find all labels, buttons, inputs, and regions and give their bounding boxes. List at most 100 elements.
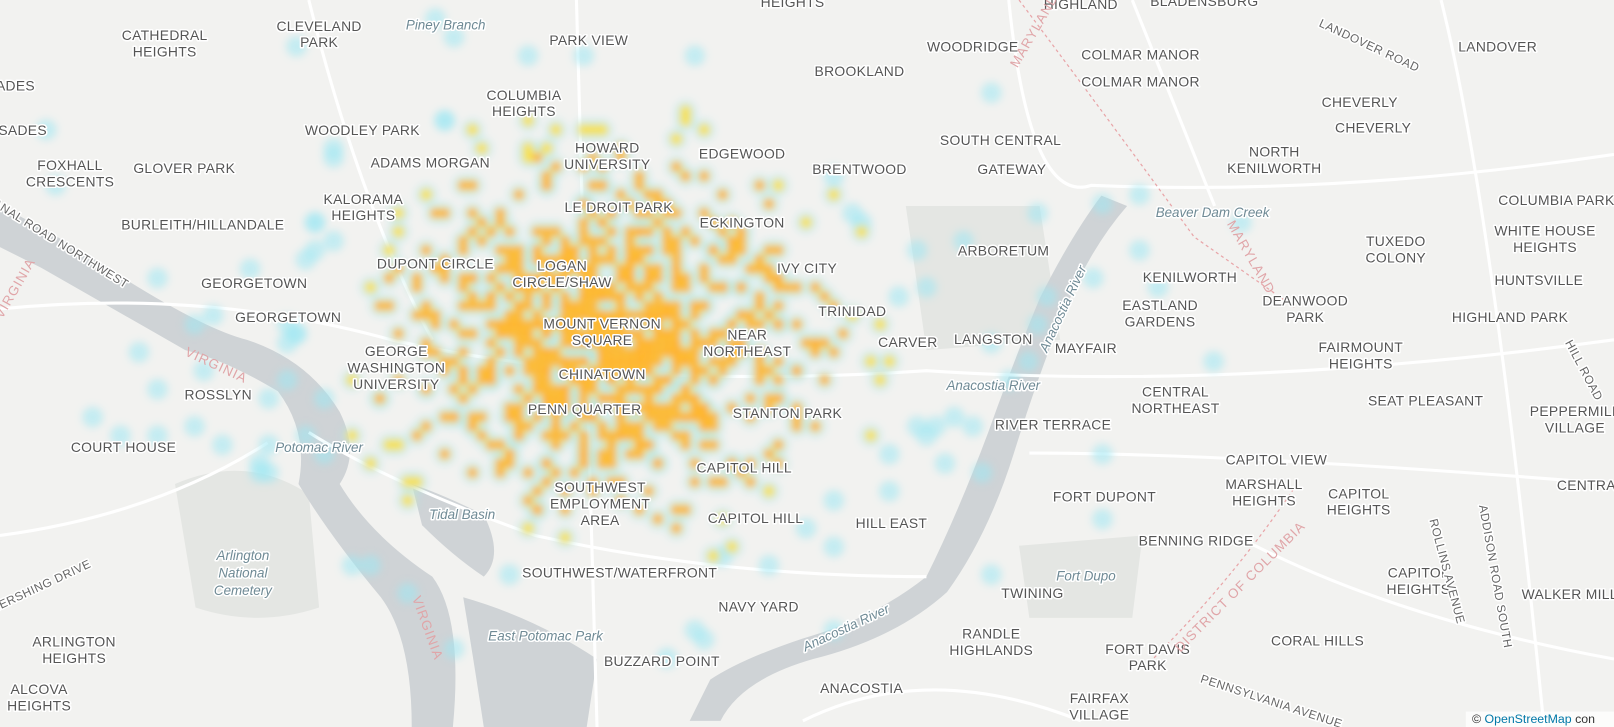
heat-hot bbox=[515, 404, 522, 411]
label-line: NEAR bbox=[727, 326, 767, 342]
heat-hot bbox=[423, 247, 430, 254]
heat-hot bbox=[534, 256, 541, 263]
heat-warm bbox=[864, 355, 877, 368]
heat-hot bbox=[654, 339, 661, 346]
heat-hot bbox=[608, 312, 615, 319]
label-line: PARK bbox=[300, 34, 338, 50]
label: SOUTHWEST EMPLOYMENT AREA bbox=[550, 479, 650, 528]
heat-hot bbox=[543, 172, 550, 180]
heat-hot bbox=[691, 478, 698, 486]
heat-hot bbox=[645, 191, 652, 198]
heat-hot bbox=[543, 386, 550, 393]
heat-hot bbox=[608, 228, 615, 235]
heat-hot bbox=[571, 358, 578, 365]
label-line: ARLINGTON bbox=[32, 633, 115, 649]
heat-hot bbox=[589, 386, 596, 393]
label-line: NORTHEAST bbox=[703, 343, 791, 359]
heat-hot bbox=[441, 358, 448, 365]
heat-warm bbox=[549, 123, 563, 136]
label-line: EASTLAND bbox=[1122, 297, 1198, 313]
heat-hot bbox=[673, 404, 680, 411]
heat-warm bbox=[382, 438, 396, 452]
heat-warm bbox=[670, 132, 683, 146]
heat-hot bbox=[534, 312, 541, 319]
heat-hot bbox=[682, 284, 689, 291]
heat-hot bbox=[673, 358, 680, 365]
water-label: Anacostia River bbox=[945, 378, 1040, 393]
heat-hot bbox=[562, 312, 569, 319]
heat-hot bbox=[469, 274, 476, 282]
heat-hot bbox=[580, 451, 587, 458]
heat-hot bbox=[589, 274, 596, 282]
heat-hot bbox=[617, 191, 624, 198]
heat-hot bbox=[812, 339, 819, 346]
heat-halo bbox=[934, 453, 956, 474]
heat-hot bbox=[617, 321, 624, 328]
heat-hot bbox=[802, 339, 810, 346]
heat-hot bbox=[599, 284, 606, 291]
label-line: HIGHLAND PARK bbox=[1452, 309, 1569, 325]
heat-hot bbox=[543, 478, 550, 486]
label-line: HEIGHTS bbox=[331, 207, 395, 223]
heatmap bbox=[36, 8, 1252, 669]
label: DEANWOOD PARK bbox=[1262, 292, 1348, 324]
heat-hot bbox=[682, 274, 689, 282]
label: CAPITOL VIEW bbox=[1226, 451, 1328, 467]
heat-hot bbox=[636, 432, 643, 439]
heat-hot bbox=[423, 312, 430, 319]
label: TRINIDAD bbox=[818, 303, 886, 319]
heat-hot bbox=[691, 376, 698, 384]
label: GEORGE WASHINGTON UNIVERSITY bbox=[347, 343, 445, 392]
label: MAYFAIR bbox=[1055, 340, 1117, 356]
heat-halo bbox=[1129, 184, 1150, 205]
heat-hot bbox=[599, 219, 606, 226]
heat-hot bbox=[645, 441, 652, 448]
heat-hot bbox=[691, 358, 698, 365]
attribution-link[interactable]: OpenStreetMap bbox=[1484, 712, 1571, 726]
heat-hot bbox=[617, 478, 624, 486]
heat-hot bbox=[756, 293, 763, 300]
heat-hot bbox=[636, 451, 643, 458]
heat-hot bbox=[691, 302, 698, 309]
heat-hot bbox=[691, 413, 698, 421]
heat-hot bbox=[589, 284, 596, 291]
heat-hot bbox=[506, 247, 513, 254]
heat-hot bbox=[534, 376, 541, 384]
heat-halo bbox=[82, 406, 103, 428]
label-line: STANTON PARK bbox=[733, 405, 843, 421]
label-line: FAIRFAX bbox=[1070, 690, 1129, 706]
heat-hot bbox=[497, 247, 504, 254]
heat-hot bbox=[515, 256, 522, 263]
heat-hot bbox=[691, 367, 698, 374]
label-line: ECKINGTON bbox=[700, 214, 785, 230]
heat-hot bbox=[423, 339, 430, 346]
label: CHEVERLY bbox=[1335, 119, 1411, 135]
heat-hot bbox=[626, 386, 634, 393]
heat-hot bbox=[673, 256, 680, 263]
heat-hot bbox=[608, 432, 615, 439]
label-line: HEIGHTS bbox=[761, 0, 825, 10]
heat-hot bbox=[441, 413, 448, 421]
heat-hot bbox=[589, 339, 596, 346]
label: GATEWAY bbox=[977, 161, 1046, 177]
heat-halo bbox=[573, 45, 594, 66]
label-line: WALKER MILL bbox=[1522, 586, 1614, 602]
label-line: SEAT PLEASANT bbox=[1368, 392, 1484, 408]
label: CARVER bbox=[878, 334, 937, 350]
heat-hot bbox=[626, 284, 634, 291]
heat-hot bbox=[441, 265, 448, 272]
heat-hot bbox=[654, 200, 661, 207]
heat-hot bbox=[599, 256, 606, 263]
heat-hot bbox=[793, 284, 800, 291]
heat-hot bbox=[636, 284, 643, 291]
heat-hot bbox=[710, 358, 717, 365]
heat-hot bbox=[524, 321, 532, 328]
label: BROOKLAND bbox=[815, 63, 905, 79]
label-line: Arlington bbox=[216, 548, 270, 563]
heat-hot bbox=[524, 284, 532, 291]
heat-hot bbox=[571, 302, 578, 309]
label-line: COLUMBIA PARK bbox=[1498, 191, 1614, 207]
heat-hot bbox=[654, 265, 661, 272]
attribution-suffix: con bbox=[1575, 712, 1595, 726]
heat-hot bbox=[552, 441, 559, 448]
